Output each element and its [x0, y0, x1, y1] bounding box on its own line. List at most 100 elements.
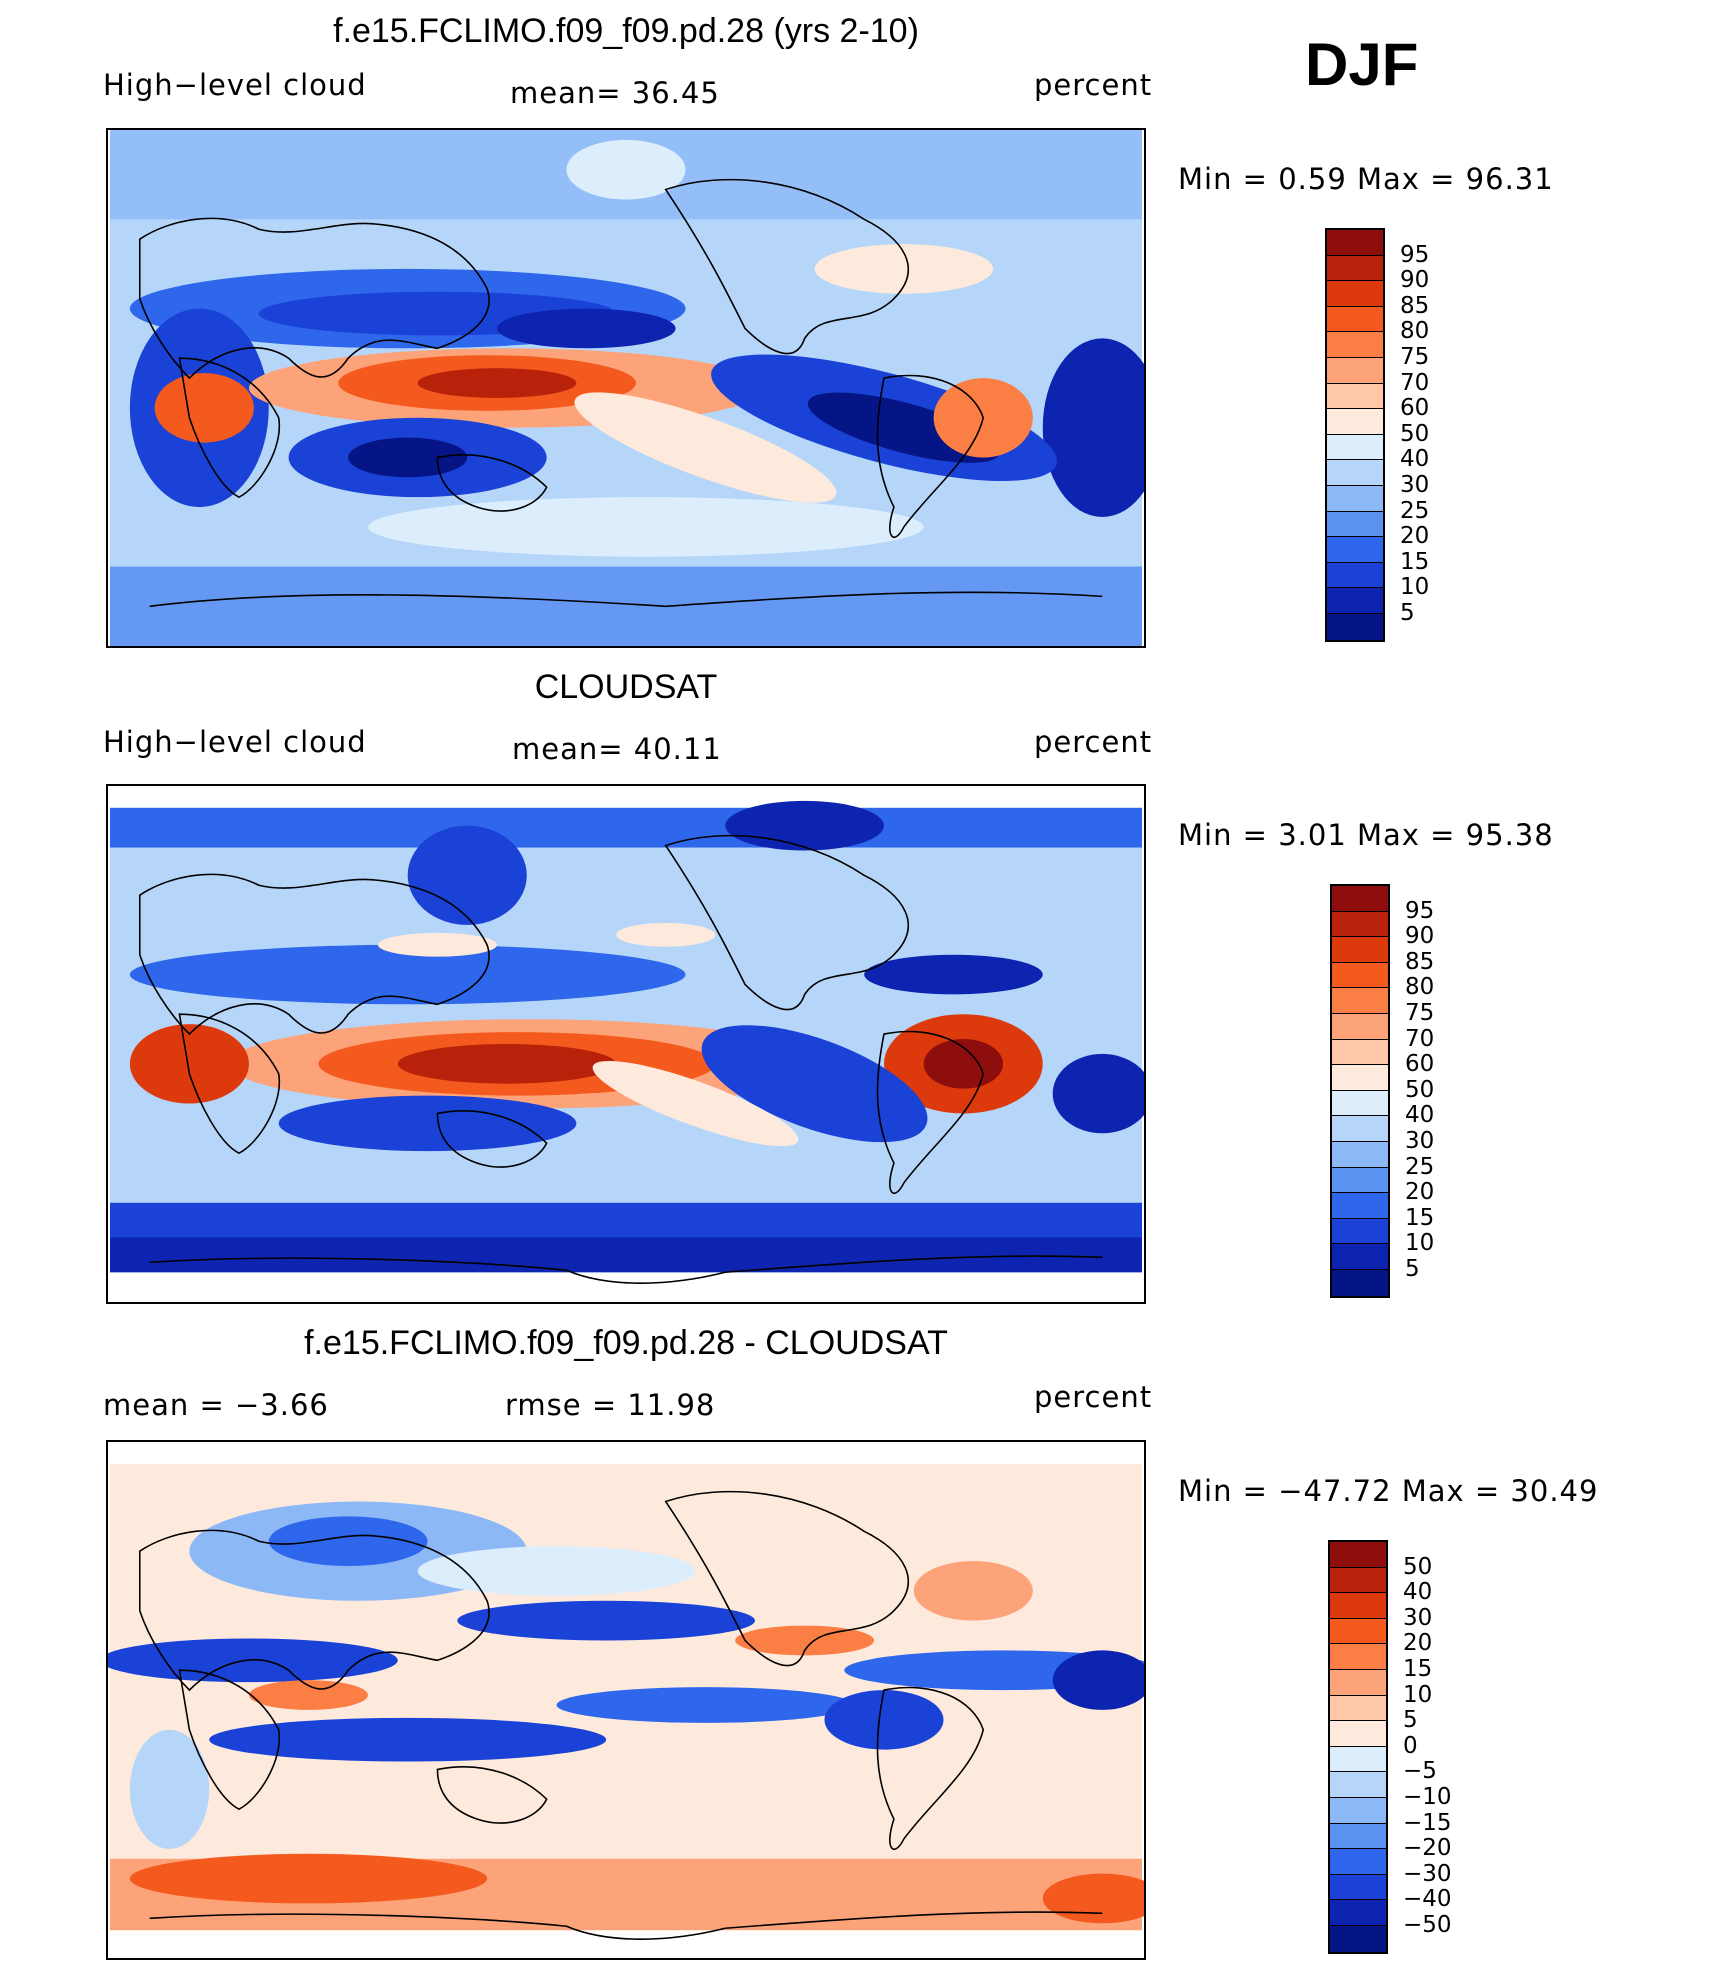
colorbar-swatch [1327, 255, 1383, 282]
panel-2-title: CLOUDSAT [534, 668, 718, 706]
colorbar-tick-label: 40 [1405, 1102, 1435, 1129]
panel-2-mean-label: mean= 40.11 [512, 732, 722, 766]
colorbar-tick-label: −15 [1403, 1809, 1452, 1836]
colorbar-tick-label: −50 [1403, 1912, 1452, 1938]
colorbar-swatch [1330, 1593, 1386, 1619]
colorbar-swatch [1327, 485, 1383, 512]
colorbar-tick-label: 75 [1400, 344, 1430, 370]
panel-1-units-label: percent [1034, 68, 1153, 102]
colorbar-swatch [1327, 562, 1383, 589]
colorbar-swatch [1332, 937, 1388, 963]
colorbar-swatch [1330, 1849, 1386, 1875]
colorbar-tick-label: 80 [1400, 318, 1430, 345]
colorbar-tick-label: 50 [1403, 1553, 1433, 1580]
panel-1-map-svg [110, 130, 1144, 646]
panel-2-units-label: percent [1034, 725, 1153, 759]
panel-1-map [106, 128, 1146, 648]
colorbar-tick-label: 5 [1400, 600, 1415, 626]
panel-2-minmax: Min = 3.01 Max = 95.38 [1178, 818, 1554, 852]
panel-1-minmax: Min = 0.59 Max = 96.31 [1178, 162, 1554, 196]
colorbar-swatch [1332, 1167, 1388, 1194]
colorbar-tick-label: 60 [1405, 1051, 1435, 1078]
colorbar-tick-label: 30 [1400, 472, 1430, 498]
colorbar-swatch [1332, 1269, 1388, 1296]
panel-3-map-svg [108, 1442, 1144, 1958]
colorbar-swatch [1330, 1644, 1386, 1670]
colorbar-tick-label: 70 [1400, 369, 1430, 396]
panel-1-colorbar [1325, 228, 1385, 642]
colorbar-swatch [1330, 1746, 1386, 1773]
colorbar-tick-label: 10 [1405, 1230, 1435, 1257]
panel-3-colorbar [1328, 1540, 1388, 1954]
colorbar-tick-label: 5 [1405, 1256, 1420, 1282]
colorbar-tick-label: 30 [1403, 1604, 1433, 1631]
colorbar-tick-label: 20 [1405, 1179, 1435, 1206]
season-label: DJF [1305, 31, 1419, 98]
colorbar-tick-label: 20 [1403, 1630, 1433, 1657]
colorbar-tick-label: −10 [1403, 1784, 1452, 1810]
panel-2-colorbar [1330, 884, 1390, 1298]
panel-3-units-label: percent [1034, 1380, 1153, 1414]
colorbar-swatch [1332, 1218, 1388, 1245]
colorbar-swatch [1330, 1721, 1386, 1747]
colorbar-tick-label: 15 [1403, 1656, 1433, 1682]
colorbar-tick-label: 60 [1400, 395, 1430, 422]
panel-2-map [106, 784, 1146, 1304]
panel-3-mean-label: mean = −3.66 [103, 1388, 329, 1422]
panel-3-minmax: Min = −47.72 Max = 30.49 [1178, 1474, 1599, 1508]
colorbar-tick-label: −40 [1403, 1886, 1452, 1913]
colorbar-tick-label: 95 [1400, 241, 1430, 268]
colorbar-swatch [1332, 886, 1388, 912]
colorbar-swatch [1327, 230, 1383, 256]
colorbar-tick-label: 5 [1403, 1707, 1418, 1734]
colorbar-tick-label: 70 [1405, 1025, 1435, 1052]
colorbar-swatch [1330, 1772, 1386, 1798]
panel-3-map [106, 1440, 1146, 1960]
colorbar-tick-label: 90 [1400, 267, 1430, 294]
colorbar-tick-label: 30 [1405, 1128, 1435, 1154]
panel-1-title: f.e15.FCLIMO.f09_f09.pd.28 (yrs 2-10) [333, 12, 919, 50]
colorbar-swatch [1330, 1925, 1386, 1952]
colorbar-tick-label: 15 [1400, 548, 1430, 575]
colorbar-tick-label: 25 [1405, 1153, 1435, 1180]
colorbar-swatch [1327, 383, 1383, 410]
colorbar-swatch [1332, 1116, 1388, 1142]
colorbar-tick-label: 85 [1405, 948, 1435, 975]
colorbar-swatch [1330, 1900, 1386, 1926]
colorbar-swatch [1332, 1065, 1388, 1091]
colorbar-tick-label: 40 [1400, 446, 1430, 473]
colorbar-swatch [1332, 1193, 1388, 1219]
colorbar-tick-label: 15 [1405, 1204, 1435, 1231]
colorbar-swatch [1327, 409, 1383, 435]
colorbar-tick-label: 90 [1405, 923, 1435, 950]
panel-1-mean-label: mean= 36.45 [510, 76, 720, 110]
colorbar-tick-label: 0 [1403, 1732, 1418, 1759]
panel-2-map-svg [110, 786, 1144, 1302]
panel-3-rmse-label: rmse = 11.98 [505, 1388, 716, 1422]
colorbar-swatch [1332, 911, 1388, 938]
colorbar-swatch [1327, 588, 1383, 614]
panel-2-variable-label: High−level cloud [103, 725, 367, 759]
colorbar-tick-label: −30 [1403, 1860, 1452, 1887]
colorbar-tick-label: 10 [1400, 574, 1430, 601]
colorbar-tick-label: 40 [1403, 1579, 1433, 1606]
colorbar-swatch [1330, 1797, 1386, 1824]
colorbar-swatch [1332, 1244, 1388, 1270]
colorbar-swatch [1327, 537, 1383, 563]
panel-1-variable-label: High−level cloud [103, 68, 367, 102]
colorbar-swatch [1330, 1823, 1386, 1850]
colorbar-tick-label: 25 [1400, 497, 1430, 524]
colorbar-swatch [1330, 1542, 1386, 1568]
colorbar-swatch [1330, 1567, 1386, 1594]
colorbar-tick-label: 85 [1400, 292, 1430, 319]
colorbar-tick-label: 10 [1403, 1681, 1433, 1708]
colorbar-swatch [1332, 1090, 1388, 1117]
colorbar-swatch [1332, 962, 1388, 989]
colorbar-tick-label: 50 [1405, 1076, 1435, 1103]
colorbar-tick-label: 20 [1400, 523, 1430, 550]
panel-3-title: f.e15.FCLIMO.f09_f09.pd.28 - CLOUDSAT [304, 1324, 948, 1362]
colorbar-swatch [1332, 1013, 1388, 1040]
colorbar-tick-label: −5 [1403, 1758, 1437, 1785]
colorbar-tick-label: −20 [1403, 1835, 1452, 1862]
colorbar-tick-label: 50 [1400, 420, 1430, 447]
